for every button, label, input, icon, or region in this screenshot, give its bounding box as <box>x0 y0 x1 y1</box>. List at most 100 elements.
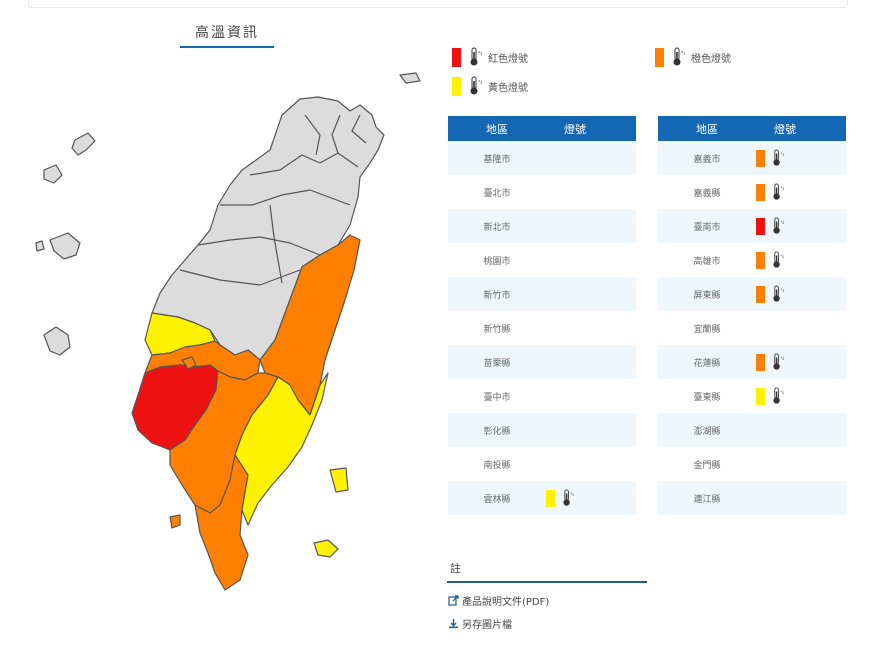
notes-label: 註 <box>450 562 461 575</box>
map-island-green <box>329 467 349 493</box>
red-swatch <box>756 217 765 235</box>
svg-text:°c: °c <box>570 492 574 498</box>
save-image-link[interactable]: 另存圖片檔 <box>448 616 512 631</box>
table-row: 臺東縣 °c <box>658 379 846 413</box>
region-name: 嘉義縣 <box>693 188 721 199</box>
table-row: 臺南市 °c <box>658 209 846 243</box>
svg-text:°c: °c <box>478 51 482 57</box>
orange-swatch <box>756 183 765 201</box>
svg-text:°c: °c <box>780 220 784 226</box>
table-row: 苗栗縣 <box>448 345 636 379</box>
signal-cell: °c <box>756 149 846 167</box>
map-region-pingtung <box>194 454 249 591</box>
table-row: 臺中市 <box>448 379 636 413</box>
legend-orange: °c 橙色燈號 <box>655 47 731 67</box>
region-table-left: 地區 燈號 基隆市臺北市新北市桃園市新竹市新竹縣苗栗縣臺中市彰化縣南投縣雲林縣 °… <box>448 116 636 515</box>
thermometer-icon: °c <box>773 387 784 404</box>
signal-cell: °c <box>756 387 846 405</box>
header-region: 地區 <box>486 122 508 136</box>
region-name: 彰化縣 <box>483 426 511 437</box>
legend-red: °c 紅色燈號 <box>452 47 528 67</box>
thermometer-icon: °c <box>773 217 784 234</box>
save-image-link-label[interactable]: 另存圖片檔 <box>462 620 512 631</box>
thermometer-icon: °c <box>773 285 784 302</box>
region-name: 雲林縣 <box>483 494 511 505</box>
page-title: 高溫資訊 <box>180 22 274 48</box>
region-name: 桃園市 <box>483 256 511 267</box>
yellow-swatch <box>756 387 765 405</box>
svg-text:°c: °c <box>681 51 685 57</box>
notes-divider <box>447 581 647 583</box>
svg-text:°c: °c <box>780 288 784 294</box>
map-island-penghu <box>71 132 96 156</box>
table-row: 花蓮縣 °c <box>658 345 846 379</box>
thermometer-icon: °c <box>673 47 685 66</box>
region-name: 高雄市 <box>693 256 721 267</box>
svg-text:°c: °c <box>780 390 784 396</box>
download-icon <box>449 619 458 629</box>
legend-yellow-label: 黃色燈號 <box>488 82 528 94</box>
thermometer-icon: °c <box>773 353 784 370</box>
svg-text:°c: °c <box>780 152 784 158</box>
orange-swatch <box>756 285 765 303</box>
top-frame <box>28 0 848 8</box>
yellow-swatch <box>452 76 461 96</box>
table-row: 連江縣 <box>658 481 846 515</box>
pdf-link-label[interactable]: 產品說明文件(PDF) <box>462 597 550 608</box>
red-swatch <box>452 47 461 67</box>
signal-cell: °c <box>756 217 846 235</box>
table-row: 屏東縣 °c <box>658 277 846 311</box>
region-name: 新北市 <box>483 222 511 233</box>
region-name: 屏東縣 <box>693 290 721 301</box>
region-name: 苗栗縣 <box>483 358 511 369</box>
table-header: 地區 燈號 <box>448 116 636 141</box>
svg-text:°c: °c <box>780 356 784 362</box>
pdf-link[interactable]: 產品說明文件(PDF) <box>448 593 549 608</box>
table-row: 澎湖縣 <box>658 413 846 447</box>
map-island-kinmen <box>43 326 71 356</box>
region-name: 基隆市 <box>483 154 511 165</box>
table-row: 臺北市 <box>448 175 636 209</box>
external-link-icon <box>448 595 459 606</box>
table-row: 金門縣 <box>658 447 846 481</box>
thermometer-icon: °c <box>773 149 784 166</box>
table-row: 南投縣 <box>448 447 636 481</box>
table-row: 雲林縣 °c <box>448 481 636 515</box>
table-row: 嘉義市 °c <box>658 141 846 175</box>
legend-orange-label: 橙色燈號 <box>691 53 731 65</box>
header-signal: 燈號 <box>774 122 796 136</box>
thermometer-icon: °c <box>773 183 784 200</box>
region-name: 新竹市 <box>483 290 511 301</box>
orange-swatch <box>756 353 765 371</box>
header-signal: 燈號 <box>564 122 586 136</box>
region-table-right: 地區 燈號 嘉義市°c嘉義縣°c臺南市°c高雄市°c屏東縣°c宜蘭縣花蓮縣°c臺… <box>658 116 846 515</box>
svg-text:°c: °c <box>780 186 784 192</box>
table-header: 地區 燈號 <box>658 116 846 141</box>
table-row: 宜蘭縣 <box>658 311 846 345</box>
region-name: 新竹縣 <box>483 324 511 335</box>
signal-cell: °c <box>756 251 846 269</box>
map-island-penghu-2 <box>43 164 63 184</box>
table-row: 桃園市 <box>448 243 636 277</box>
table-row: 新竹市 <box>448 277 636 311</box>
region-name: 臺中市 <box>483 392 511 403</box>
legend-red-label: 紅色燈號 <box>488 53 528 65</box>
region-name: 宜蘭縣 <box>693 324 721 335</box>
svg-text:°c: °c <box>478 80 482 86</box>
signal-cell: °c <box>756 285 846 303</box>
thermometer-icon: °c <box>470 47 482 66</box>
orange-swatch <box>756 251 765 269</box>
thermometer-icon: °c <box>563 489 574 506</box>
svg-text:°c: °c <box>780 254 784 260</box>
table-row: 彰化縣 <box>448 413 636 447</box>
region-name: 臺東縣 <box>693 392 721 403</box>
map-island-penghu-3 <box>49 232 81 260</box>
region-name: 連江縣 <box>693 494 721 505</box>
legend-yellow: °c 黃色燈號 <box>452 76 528 96</box>
region-name: 臺南市 <box>693 222 721 233</box>
table-row: 嘉義縣 °c <box>658 175 846 209</box>
map-island-orchid <box>313 539 339 558</box>
thermometer-icon: °c <box>470 76 482 95</box>
signal-cell: °c <box>756 183 846 201</box>
